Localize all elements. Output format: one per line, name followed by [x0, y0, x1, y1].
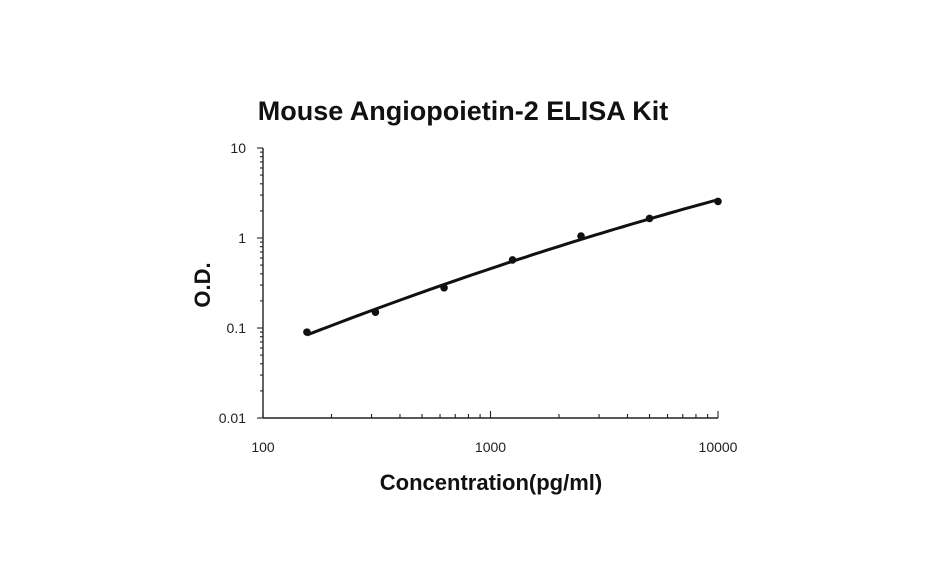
data-point	[577, 232, 585, 240]
data-point	[508, 256, 517, 264]
data-point	[440, 283, 448, 292]
y-tick-label: 0.01	[219, 410, 246, 426]
x-tick-label: 10000	[699, 439, 738, 455]
x-tick-labels: 100 1000 10000	[251, 439, 737, 455]
chart-title: Mouse Angiopoietin-2 ELISA Kit	[258, 96, 668, 126]
data-point	[645, 214, 654, 223]
x-tick-label: 100	[251, 439, 275, 455]
data-point	[714, 197, 722, 206]
y-tick-label: 10	[230, 140, 246, 156]
y-tick-label: 0.1	[227, 320, 247, 336]
data-points	[303, 197, 722, 336]
y-axis-title: O.D.	[190, 262, 215, 307]
x-axis	[262, 411, 719, 419]
y-tick-labels: 10 1 0.1 0.01	[219, 140, 246, 426]
data-point	[371, 308, 380, 316]
x-axis-title: Concentration(pg/ml)	[380, 470, 602, 495]
data-point	[303, 328, 311, 336]
fitted-curve	[306, 198, 719, 337]
y-tick-label: 1	[238, 230, 246, 246]
y-axis	[257, 147, 264, 419]
x-tick-label: 1000	[475, 439, 506, 455]
